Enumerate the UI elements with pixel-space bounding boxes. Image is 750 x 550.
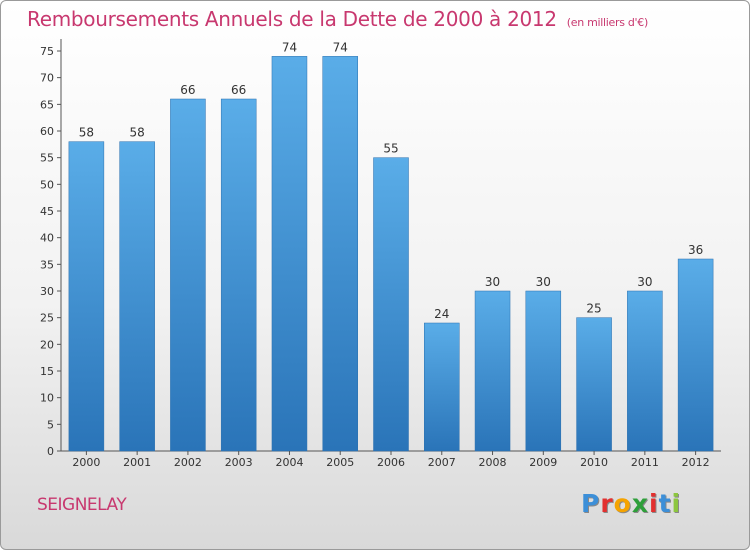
y-tick-label: 60: [40, 125, 54, 138]
y-tick-label: 55: [40, 152, 54, 165]
bar-value-label: 36: [688, 243, 703, 257]
logo-letter: i: [649, 489, 659, 518]
bar: [576, 317, 612, 452]
x-tick-label: 2004: [275, 456, 303, 469]
y-tick-label: 0: [47, 445, 54, 458]
bar: [322, 56, 358, 452]
y-tick-label: 40: [40, 232, 54, 245]
bar-value-label: 66: [231, 83, 246, 97]
y-tick-label: 65: [40, 98, 54, 111]
bar: [119, 141, 155, 452]
city-label: SEIGNELAY: [37, 495, 127, 515]
bar-value-label: 58: [79, 126, 94, 140]
logo-letter: r: [600, 489, 614, 518]
x-tick-label: 2006: [377, 456, 405, 469]
bar: [677, 258, 714, 452]
bar-value-label: 66: [180, 83, 195, 97]
title-unit: (en milliers d'€): [566, 16, 648, 29]
x-tick-label: 2002: [174, 456, 202, 469]
y-tick-label: 15: [40, 365, 54, 378]
bar: [170, 98, 206, 452]
logo-letter: P: [581, 489, 601, 518]
bar-value-label: 25: [586, 302, 601, 316]
bar: [220, 98, 257, 452]
title-text: Remboursements Annuels de la Dette de 20…: [27, 7, 557, 31]
bar-value-label: 30: [637, 275, 652, 289]
x-tick-label: 2011: [631, 456, 659, 469]
bar: [627, 290, 663, 452]
y-tick-label: 75: [40, 45, 54, 58]
x-tick-label: 2008: [479, 456, 507, 469]
bar-value-label: 24: [434, 307, 449, 321]
chart-title: Remboursements Annuels de la Dette de 20…: [27, 7, 648, 31]
bar-value-label: 58: [130, 126, 145, 140]
bar-value-label: 74: [333, 40, 348, 54]
y-tick-label: 10: [40, 392, 54, 405]
bar: [424, 322, 460, 452]
bar-value-label: 74: [282, 40, 297, 54]
y-tick-label: 20: [40, 338, 54, 351]
bar-value-label: 30: [536, 275, 551, 289]
x-tick-label: 2010: [580, 456, 608, 469]
bar: [373, 157, 409, 452]
logo-letter: t: [658, 489, 672, 518]
y-tick-label: 25: [40, 312, 54, 325]
bar: [68, 141, 105, 452]
y-tick-label: 5: [47, 418, 54, 431]
y-tick-label: 35: [40, 258, 54, 271]
bar-value-label: 55: [383, 142, 398, 156]
y-tick-label: 70: [40, 72, 54, 85]
x-tick-label: 2001: [123, 456, 151, 469]
logo-letter: i: [671, 489, 682, 518]
bar: [271, 56, 308, 452]
x-tick-label: 2007: [428, 456, 456, 469]
y-tick-label: 30: [40, 285, 54, 298]
bar: [525, 290, 562, 452]
x-tick-label: 2000: [72, 456, 100, 469]
bar-value-label: 30: [485, 275, 500, 289]
x-tick-label: 2005: [326, 456, 354, 469]
y-tick-label: 50: [40, 178, 54, 191]
logo-letter: o: [613, 489, 632, 518]
x-tick-label: 2003: [225, 456, 253, 469]
proxiti-logo: Proxiti: [581, 489, 681, 518]
bar: [474, 290, 511, 452]
y-tick-label: 45: [40, 205, 54, 218]
x-tick-label: 2012: [682, 456, 710, 469]
logo-letter: x: [631, 489, 649, 518]
x-tick-label: 2009: [529, 456, 557, 469]
